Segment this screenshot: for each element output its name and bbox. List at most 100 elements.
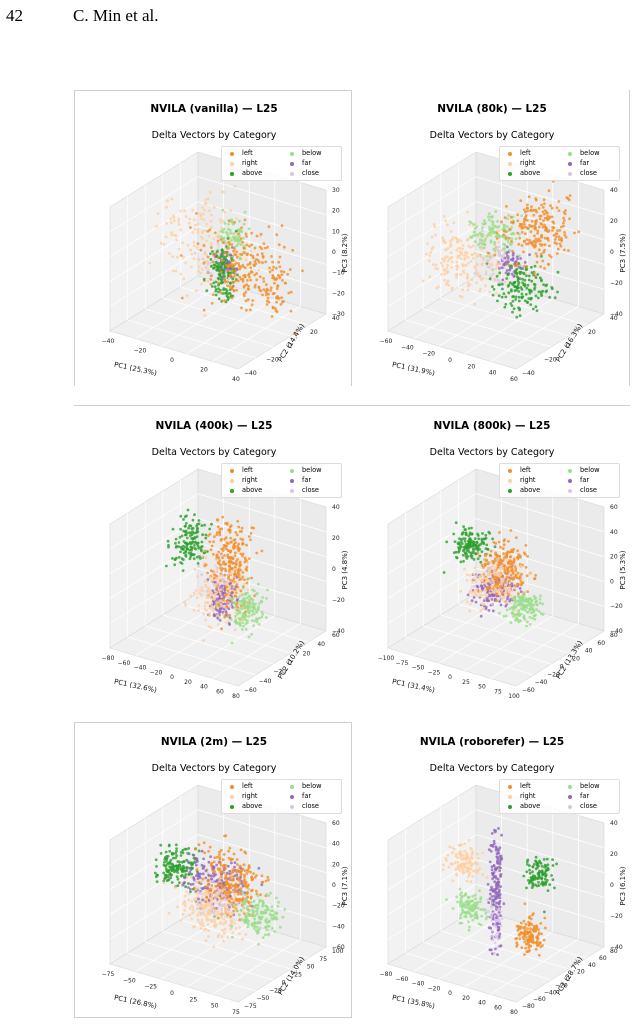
data-point xyxy=(491,268,494,272)
data-point xyxy=(525,274,528,278)
data-point xyxy=(247,864,251,867)
data-point xyxy=(165,873,168,877)
data-point xyxy=(501,559,505,563)
data-point xyxy=(478,554,482,558)
x-tick-label: −40 xyxy=(134,665,147,672)
data-point xyxy=(556,290,559,294)
legend-marker xyxy=(290,804,294,809)
data-point xyxy=(520,608,524,611)
data-point xyxy=(210,920,214,924)
data-point xyxy=(270,905,274,909)
data-point xyxy=(193,546,196,550)
data-point xyxy=(493,894,496,898)
data-point xyxy=(485,876,489,879)
chart-panel: NVILA (80k) — L25 Delta Vectors by Catego… xyxy=(353,91,631,389)
data-point xyxy=(496,925,500,929)
data-point xyxy=(543,910,546,914)
data-point xyxy=(500,564,504,567)
data-point xyxy=(563,231,566,234)
data-point xyxy=(243,921,247,924)
data-point xyxy=(228,525,232,529)
data-point xyxy=(488,892,492,896)
data-point xyxy=(523,278,527,282)
data-point xyxy=(506,595,510,599)
data-point xyxy=(179,918,183,922)
data-point xyxy=(215,255,219,258)
grid-line xyxy=(127,319,256,359)
data-point xyxy=(514,298,517,301)
data-point xyxy=(217,868,221,872)
data-point xyxy=(516,283,520,287)
data-point xyxy=(466,593,470,597)
data-point xyxy=(275,233,279,237)
data-point xyxy=(451,846,454,850)
data-point xyxy=(496,571,499,574)
y-tick-label: 25 xyxy=(294,972,302,979)
data-point xyxy=(226,269,230,272)
data-point xyxy=(520,292,524,296)
data-point xyxy=(209,282,213,286)
data-point xyxy=(523,284,527,288)
z-tick-label: 0 xyxy=(332,882,336,889)
data-point xyxy=(243,284,247,288)
data-point xyxy=(169,867,173,871)
data-point xyxy=(448,845,452,849)
data-point xyxy=(468,545,471,549)
data-point xyxy=(432,223,436,226)
data-point xyxy=(466,542,470,546)
data-point xyxy=(234,897,238,901)
data-point xyxy=(478,231,482,235)
data-point xyxy=(430,235,434,239)
data-point xyxy=(513,587,517,590)
data-point xyxy=(441,264,445,268)
data-point xyxy=(494,246,498,250)
data-point xyxy=(541,206,545,209)
data-point xyxy=(455,237,458,241)
data-point xyxy=(504,555,508,559)
data-point xyxy=(491,220,495,224)
data-point xyxy=(481,851,484,855)
data-point xyxy=(210,864,213,868)
x-tick-label: 75 xyxy=(232,1009,240,1016)
data-point xyxy=(431,263,435,266)
data-point xyxy=(266,245,269,249)
data-point xyxy=(479,614,483,618)
data-point xyxy=(237,570,241,574)
data-point xyxy=(455,248,459,252)
data-point xyxy=(446,279,450,283)
data-point xyxy=(201,206,204,209)
data-point xyxy=(516,555,520,559)
data-point xyxy=(509,584,512,587)
data-point xyxy=(509,529,513,532)
data-point xyxy=(537,225,541,229)
data-point xyxy=(481,873,485,877)
data-point xyxy=(231,935,234,939)
y-tick-label: 60 xyxy=(332,632,340,639)
x-tick-label: −40 xyxy=(401,344,414,351)
data-point xyxy=(227,549,230,552)
data-point xyxy=(450,260,454,264)
data-point xyxy=(508,281,512,284)
data-point xyxy=(182,866,186,870)
data-point xyxy=(518,576,522,580)
data-point xyxy=(204,563,208,567)
data-point xyxy=(241,265,245,268)
legend-marker xyxy=(290,784,294,789)
z-tick-label: 60 xyxy=(610,504,618,511)
data-point xyxy=(478,274,482,278)
data-point xyxy=(244,299,248,303)
data-point xyxy=(196,231,200,235)
data-point xyxy=(223,299,227,303)
data-point xyxy=(194,847,197,851)
data-point xyxy=(511,571,515,575)
data-point xyxy=(506,597,509,601)
data-point xyxy=(202,912,206,916)
data-point xyxy=(457,550,460,554)
data-point xyxy=(433,225,437,229)
data-point xyxy=(204,876,208,880)
data-point xyxy=(233,628,237,632)
data-point xyxy=(202,866,206,869)
data-point xyxy=(493,243,497,246)
data-point xyxy=(563,248,566,252)
data-point xyxy=(482,571,486,575)
